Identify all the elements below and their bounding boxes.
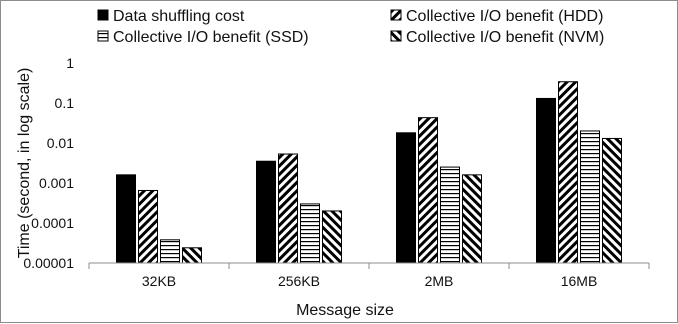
legend-label: Collective I/O benefit (HDD) <box>406 8 603 25</box>
y-tick-label: 0.001 <box>39 175 74 191</box>
bar <box>396 132 416 264</box>
bar <box>462 174 482 264</box>
y-tick-label: 0.1 <box>55 95 75 111</box>
bar <box>322 210 342 264</box>
x-tick-label: 32KB <box>142 273 176 289</box>
legend-label: Collective I/O benefit (SSD) <box>113 29 309 46</box>
bar <box>580 130 600 264</box>
legend-swatch <box>390 9 402 21</box>
x-axis-title: Message size <box>296 302 394 319</box>
y-axis: 1 0.1 0.01 0.001 0.0001 0.00001 <box>23 55 74 271</box>
legend-label: Collective I/O benefit (NVM) <box>406 29 604 46</box>
bar <box>536 97 556 264</box>
y-tick-label: 0.00001 <box>23 255 74 271</box>
bar <box>138 189 158 264</box>
legend: Data shuffling cost Collective I/O benefi… <box>97 8 604 46</box>
bar <box>160 239 180 264</box>
y-tick-label: 0.0001 <box>31 215 74 231</box>
bar <box>182 247 202 264</box>
x-tick-label: 16MB <box>561 273 598 289</box>
x-tick-label: 256KB <box>278 273 320 289</box>
bar <box>256 160 276 264</box>
y-tick-label: 0.01 <box>47 135 74 151</box>
legend-swatch <box>97 9 109 21</box>
bar <box>116 174 136 264</box>
bar <box>558 81 578 264</box>
y-axis-title: Time (second, in log scale) <box>16 68 33 259</box>
bar <box>440 166 460 264</box>
legend-label: Data shuffling cost <box>113 8 245 25</box>
bar <box>300 203 320 264</box>
bars <box>116 81 622 264</box>
legend-swatch <box>97 30 109 42</box>
legend-swatch <box>390 30 402 42</box>
y-tick-label: 1 <box>66 55 74 71</box>
x-axis: 32KB 256KB 2MB 16MB <box>88 262 650 289</box>
bar <box>278 153 298 264</box>
bar <box>418 117 438 264</box>
x-tick-label: 2MB <box>425 273 454 289</box>
bar <box>602 137 622 264</box>
